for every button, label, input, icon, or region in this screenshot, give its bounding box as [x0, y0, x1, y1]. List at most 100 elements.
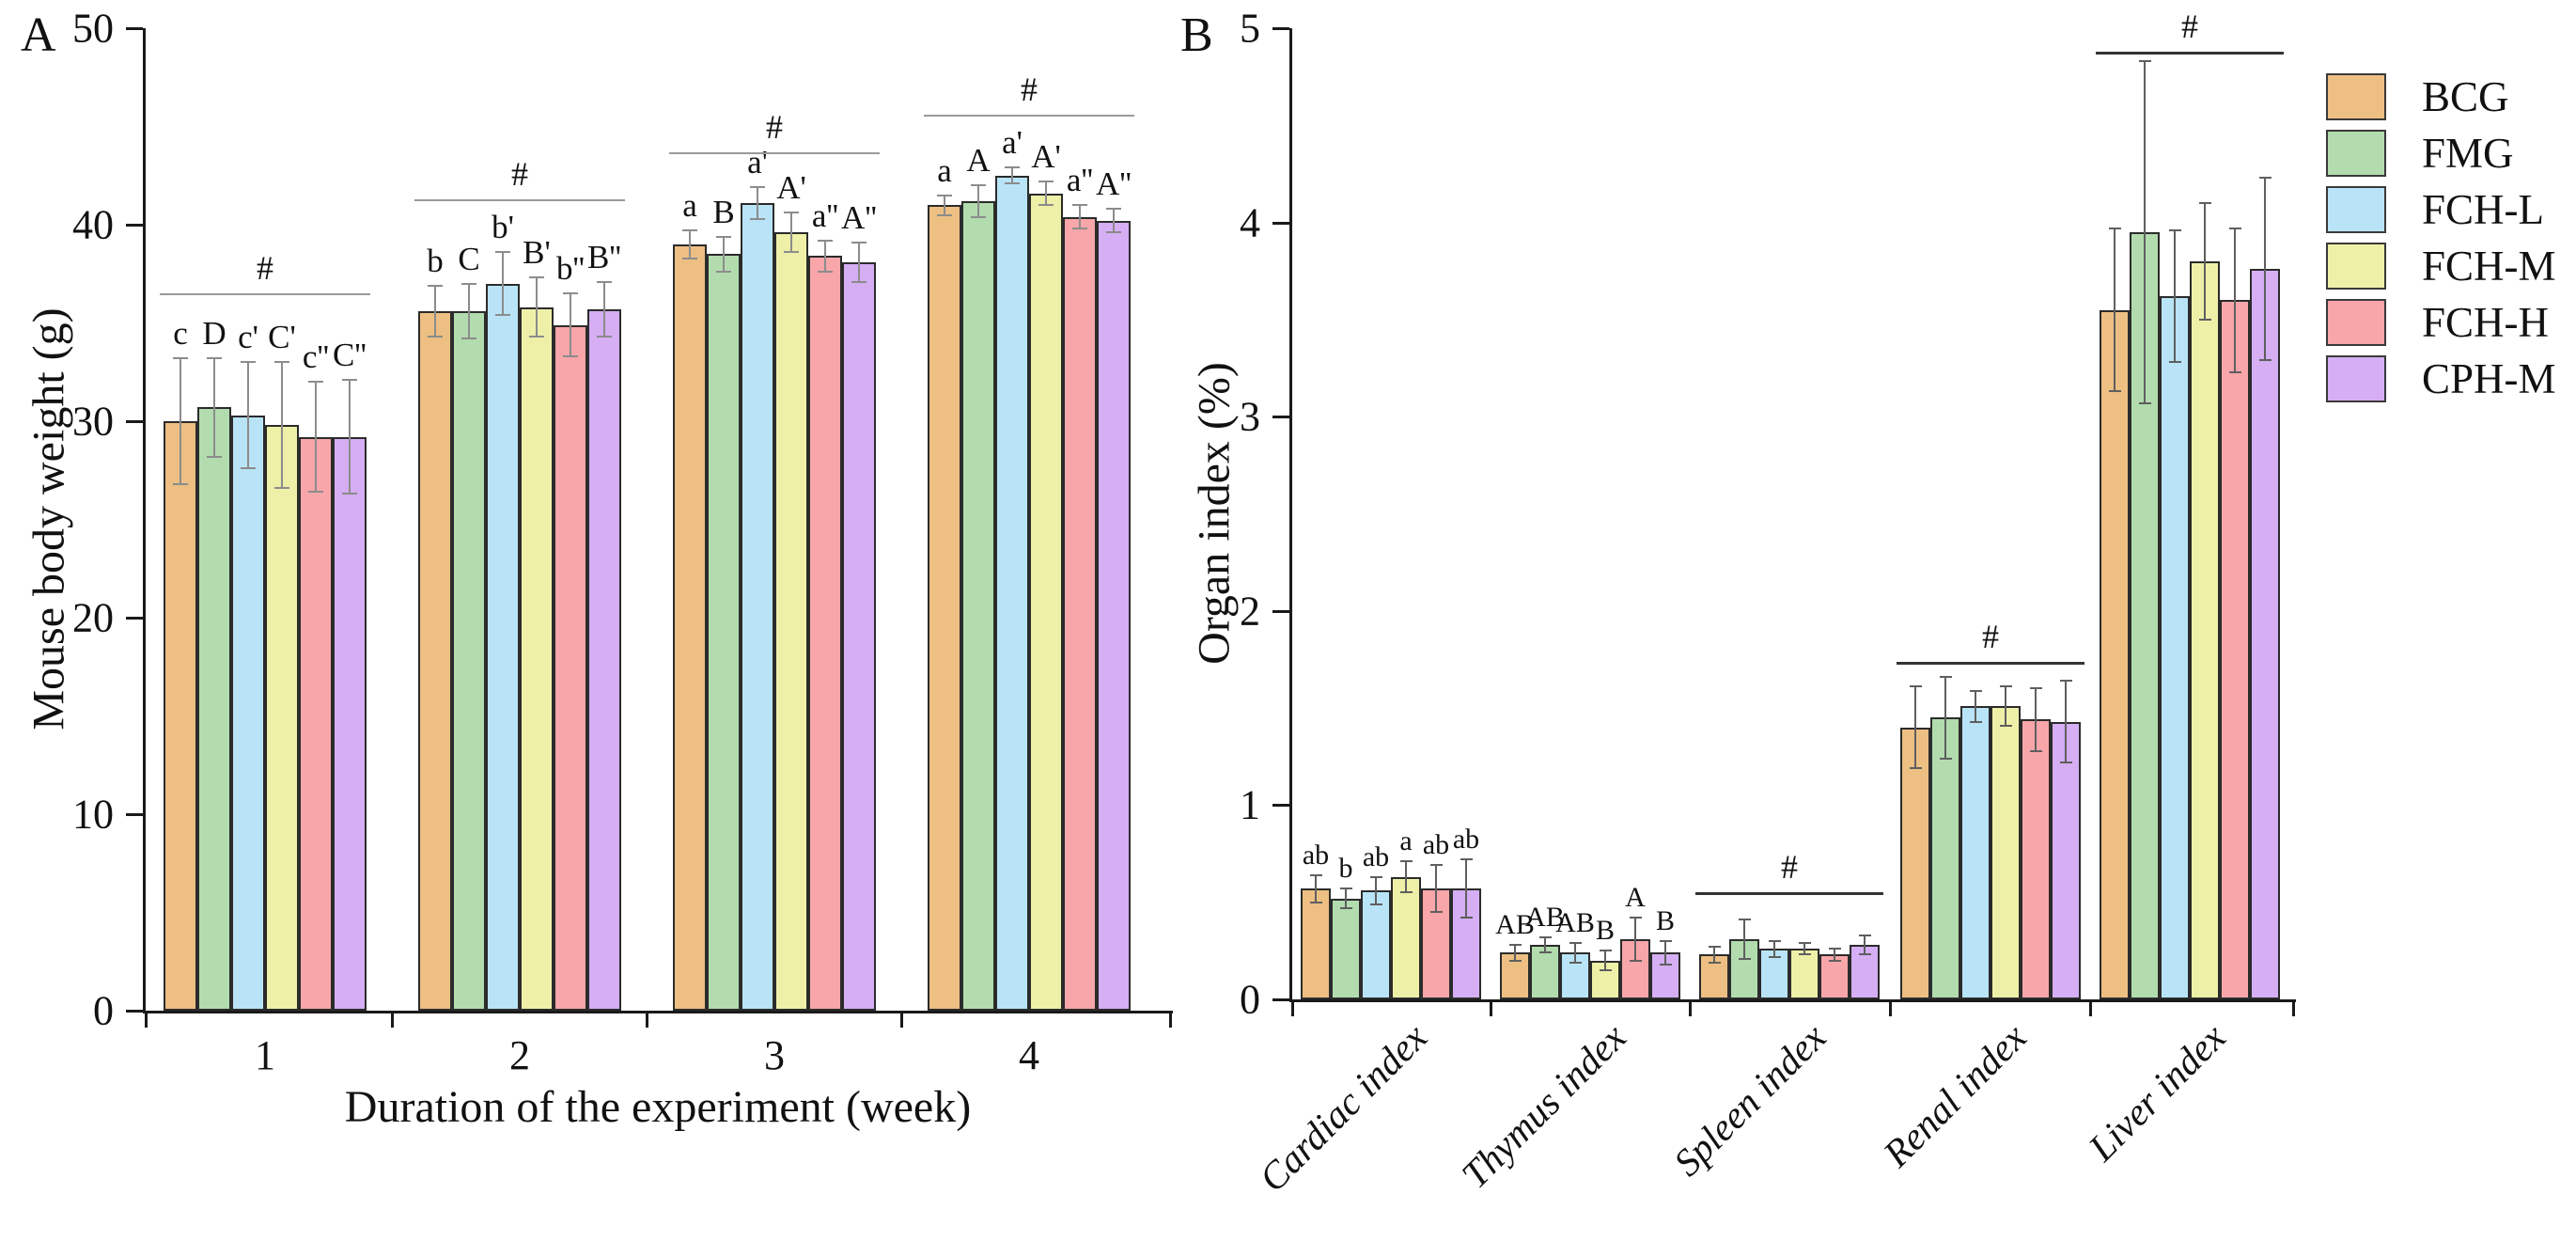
bar-FCH-H-cat1: [554, 324, 587, 1011]
significance-letter: A'': [1096, 165, 1132, 203]
error-bar: [824, 240, 826, 273]
error-bar-cap-top: [308, 381, 323, 384]
x-tick: [1169, 1013, 1172, 1028]
error-bar: [2264, 178, 2266, 361]
legend-item: FCH-L: [2326, 186, 2556, 233]
error-bar: [349, 380, 351, 495]
error-bar-cap-bottom: [1599, 969, 1612, 971]
x-tick: [646, 1013, 648, 1028]
x-category-label: Liver index: [2080, 1014, 2235, 1170]
bar-FCH-L-cat3: [1960, 706, 1991, 999]
error-bar-cap-bottom: [851, 280, 866, 283]
error-bar: [1803, 943, 1805, 955]
error-bar-cap-top: [682, 229, 697, 232]
error-bar-cap-bottom: [597, 336, 612, 338]
significance-letter: B'': [587, 238, 621, 275]
error-bar-cap-bottom: [1399, 891, 1413, 894]
error-bar-cap-bottom: [1569, 961, 1582, 964]
error-bar: [1944, 677, 1946, 759]
significance-letter: a'': [1066, 162, 1094, 199]
y-tick-label: 4: [1240, 199, 1260, 246]
significance-letter: A'': [841, 198, 877, 236]
error-bar: [1113, 209, 1115, 233]
error-bar: [1544, 936, 1546, 953]
error-bar-cap-bottom: [1828, 959, 1841, 962]
error-bar: [1315, 874, 1317, 903]
x-category-label: 4: [1019, 1032, 1039, 1078]
bar-FCH-H-cat3: [2021, 719, 2051, 999]
error-bar: [1375, 876, 1377, 904]
x-axis-line: [1289, 999, 2296, 1002]
bar-FCH-M-cat1: [520, 306, 554, 1011]
significance-letter: A': [776, 169, 806, 207]
significance-bracket: [414, 198, 625, 201]
legend-label: CPH-M: [2422, 355, 2556, 402]
error-bar-cap-top: [1768, 940, 1781, 943]
error-bar-cap-top: [1309, 873, 1322, 876]
error-bar-cap-bottom: [750, 217, 765, 220]
error-bar-cap-bottom: [1969, 720, 1982, 723]
error-bar-cap-top: [2029, 687, 2042, 690]
x-category-label: 1: [255, 1032, 275, 1078]
x-category-label: Renal index: [1875, 1014, 2036, 1175]
y-tick-label: 10: [72, 791, 114, 838]
panel-b-letter: B: [1180, 8, 1213, 62]
error-bar-cap-bottom: [173, 482, 188, 485]
significance-letter: ab: [1422, 829, 1450, 861]
legend-swatch: [2326, 130, 2386, 177]
x-tick: [2089, 1002, 2092, 1016]
error-bar-cap-bottom: [1460, 917, 1473, 919]
significance-bracket: [2096, 51, 2284, 55]
error-bar-cap-bottom: [241, 467, 256, 470]
error-bar-cap-top: [461, 282, 476, 285]
significance-letter: b'': [555, 250, 585, 288]
error-bar-cap-top: [342, 379, 357, 382]
error-bar: [1713, 947, 1715, 963]
error-bar-cap-bottom: [308, 491, 323, 494]
significance-bracket: [1897, 661, 2084, 665]
bar-FCH-H-cat2: [1819, 954, 1850, 999]
error-bar-cap-top: [1429, 864, 1443, 867]
significance-letter: AB: [1525, 901, 1565, 933]
error-bar-cap-bottom: [207, 455, 222, 458]
significance-letter: AB: [1555, 907, 1595, 939]
error-bar: [757, 187, 758, 219]
x-tick: [1291, 1002, 1294, 1016]
error-bar-cap-top: [2198, 201, 2211, 204]
significance-letter: a: [937, 151, 952, 189]
error-bar-cap-bottom: [682, 257, 697, 259]
x-category-label: Cardiac index: [1250, 1014, 1436, 1201]
error-bar: [570, 293, 571, 357]
y-tick: [126, 420, 143, 423]
error-bar: [723, 236, 725, 273]
significance-bracket-label: #: [2181, 7, 2198, 45]
error-bar-cap-bottom: [2168, 361, 2181, 364]
significance-bracket-label: #: [1982, 617, 1999, 655]
bar-BCG-cat2: [673, 243, 707, 1011]
significance-bracket-label: #: [1781, 848, 1798, 887]
error-bar-cap-bottom: [1309, 901, 1322, 903]
x-tick: [900, 1013, 903, 1028]
error-bar-cap-top: [1708, 946, 1721, 949]
bar-BCG-cat4: [2100, 309, 2130, 999]
error-bar-cap-bottom: [1659, 963, 1672, 966]
error-bar: [1514, 945, 1516, 961]
y-tick: [126, 224, 143, 227]
significance-letter: c'': [302, 338, 330, 376]
error-bar: [2174, 229, 2176, 363]
bar-FCH-L-cat0: [1361, 890, 1391, 999]
significance-letter: A: [1625, 882, 1646, 914]
bar-FCH-M-cat3: [1991, 706, 2021, 999]
legend-swatch: [2326, 355, 2386, 402]
significance-letter: C'': [333, 337, 367, 374]
bar-FCH-M-cat4: [2190, 260, 2220, 999]
error-bar-cap-top: [716, 235, 731, 238]
significance-letter: ab: [1452, 824, 1480, 856]
error-bar: [1834, 949, 1835, 961]
bar-CPH-M-cat3: [2051, 721, 2081, 999]
y-tick-label: 2: [1240, 588, 1260, 635]
error-bar-cap-bottom: [1909, 767, 1922, 770]
significance-bracket: [1695, 892, 1883, 896]
